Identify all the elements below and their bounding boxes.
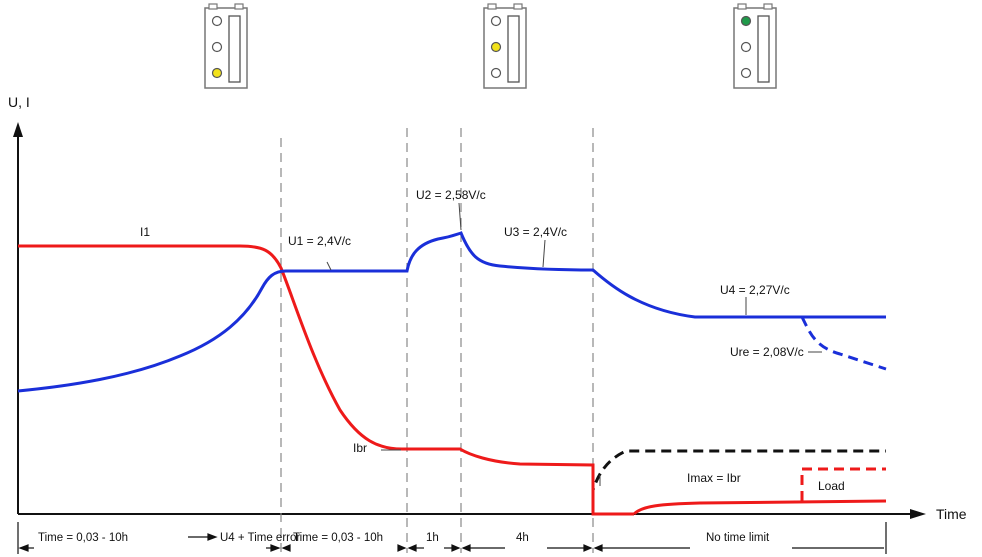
phase-3-time: 1h [426,532,439,544]
led-top [211,15,223,27]
led-bottom [211,67,223,79]
battery-indicator-3 [733,3,777,89]
led-top [490,15,502,27]
current-curve [18,244,634,516]
label-imax: Imax = Ibr [687,471,741,485]
leader-lines [326,202,822,486]
battery-indicator-2 [483,3,527,89]
y-axis-label: U, I [8,94,30,110]
label-ure: Ure = 2,08V/c [730,345,804,359]
phase-1-next: U4 + Time error [220,532,300,544]
x-axis-arrow-icon [910,509,926,519]
phase-dividers [280,128,594,553]
y-axis-arrow-icon [13,122,23,137]
label-load: Load [818,479,845,493]
load-step [800,467,886,501]
phase-bar [17,522,887,554]
load-current-curve [632,499,887,516]
voltage-curve [17,231,886,393]
label-u4: U4 = 2,27V/c [720,283,790,297]
phase-2-time: Time = 0,03 - 10h [293,532,383,544]
led-bottom [490,67,502,79]
battery-indicator-1 [204,3,248,89]
phase-5-time: No time limit [706,532,770,544]
led-bottom [740,67,752,79]
led-middle [740,41,752,53]
phase-1-time: Time = 0,03 - 10h [38,532,128,544]
phase-arrows [18,533,884,552]
led-middle [211,41,223,53]
ure-voltage-curve [800,316,887,371]
phase-4-time: 4h [516,532,529,544]
label-u3: U3 = 2,4V/c [504,225,567,239]
x-axis-label: Time [936,506,967,522]
led-middle [490,41,502,53]
label-u2: U2 = 2,58V/c [416,188,486,202]
label-u1: U1 = 2,4V/c [288,234,351,248]
label-i1: I1 [140,225,150,239]
led-top [740,15,752,27]
label-ibr: Ibr [353,441,367,455]
